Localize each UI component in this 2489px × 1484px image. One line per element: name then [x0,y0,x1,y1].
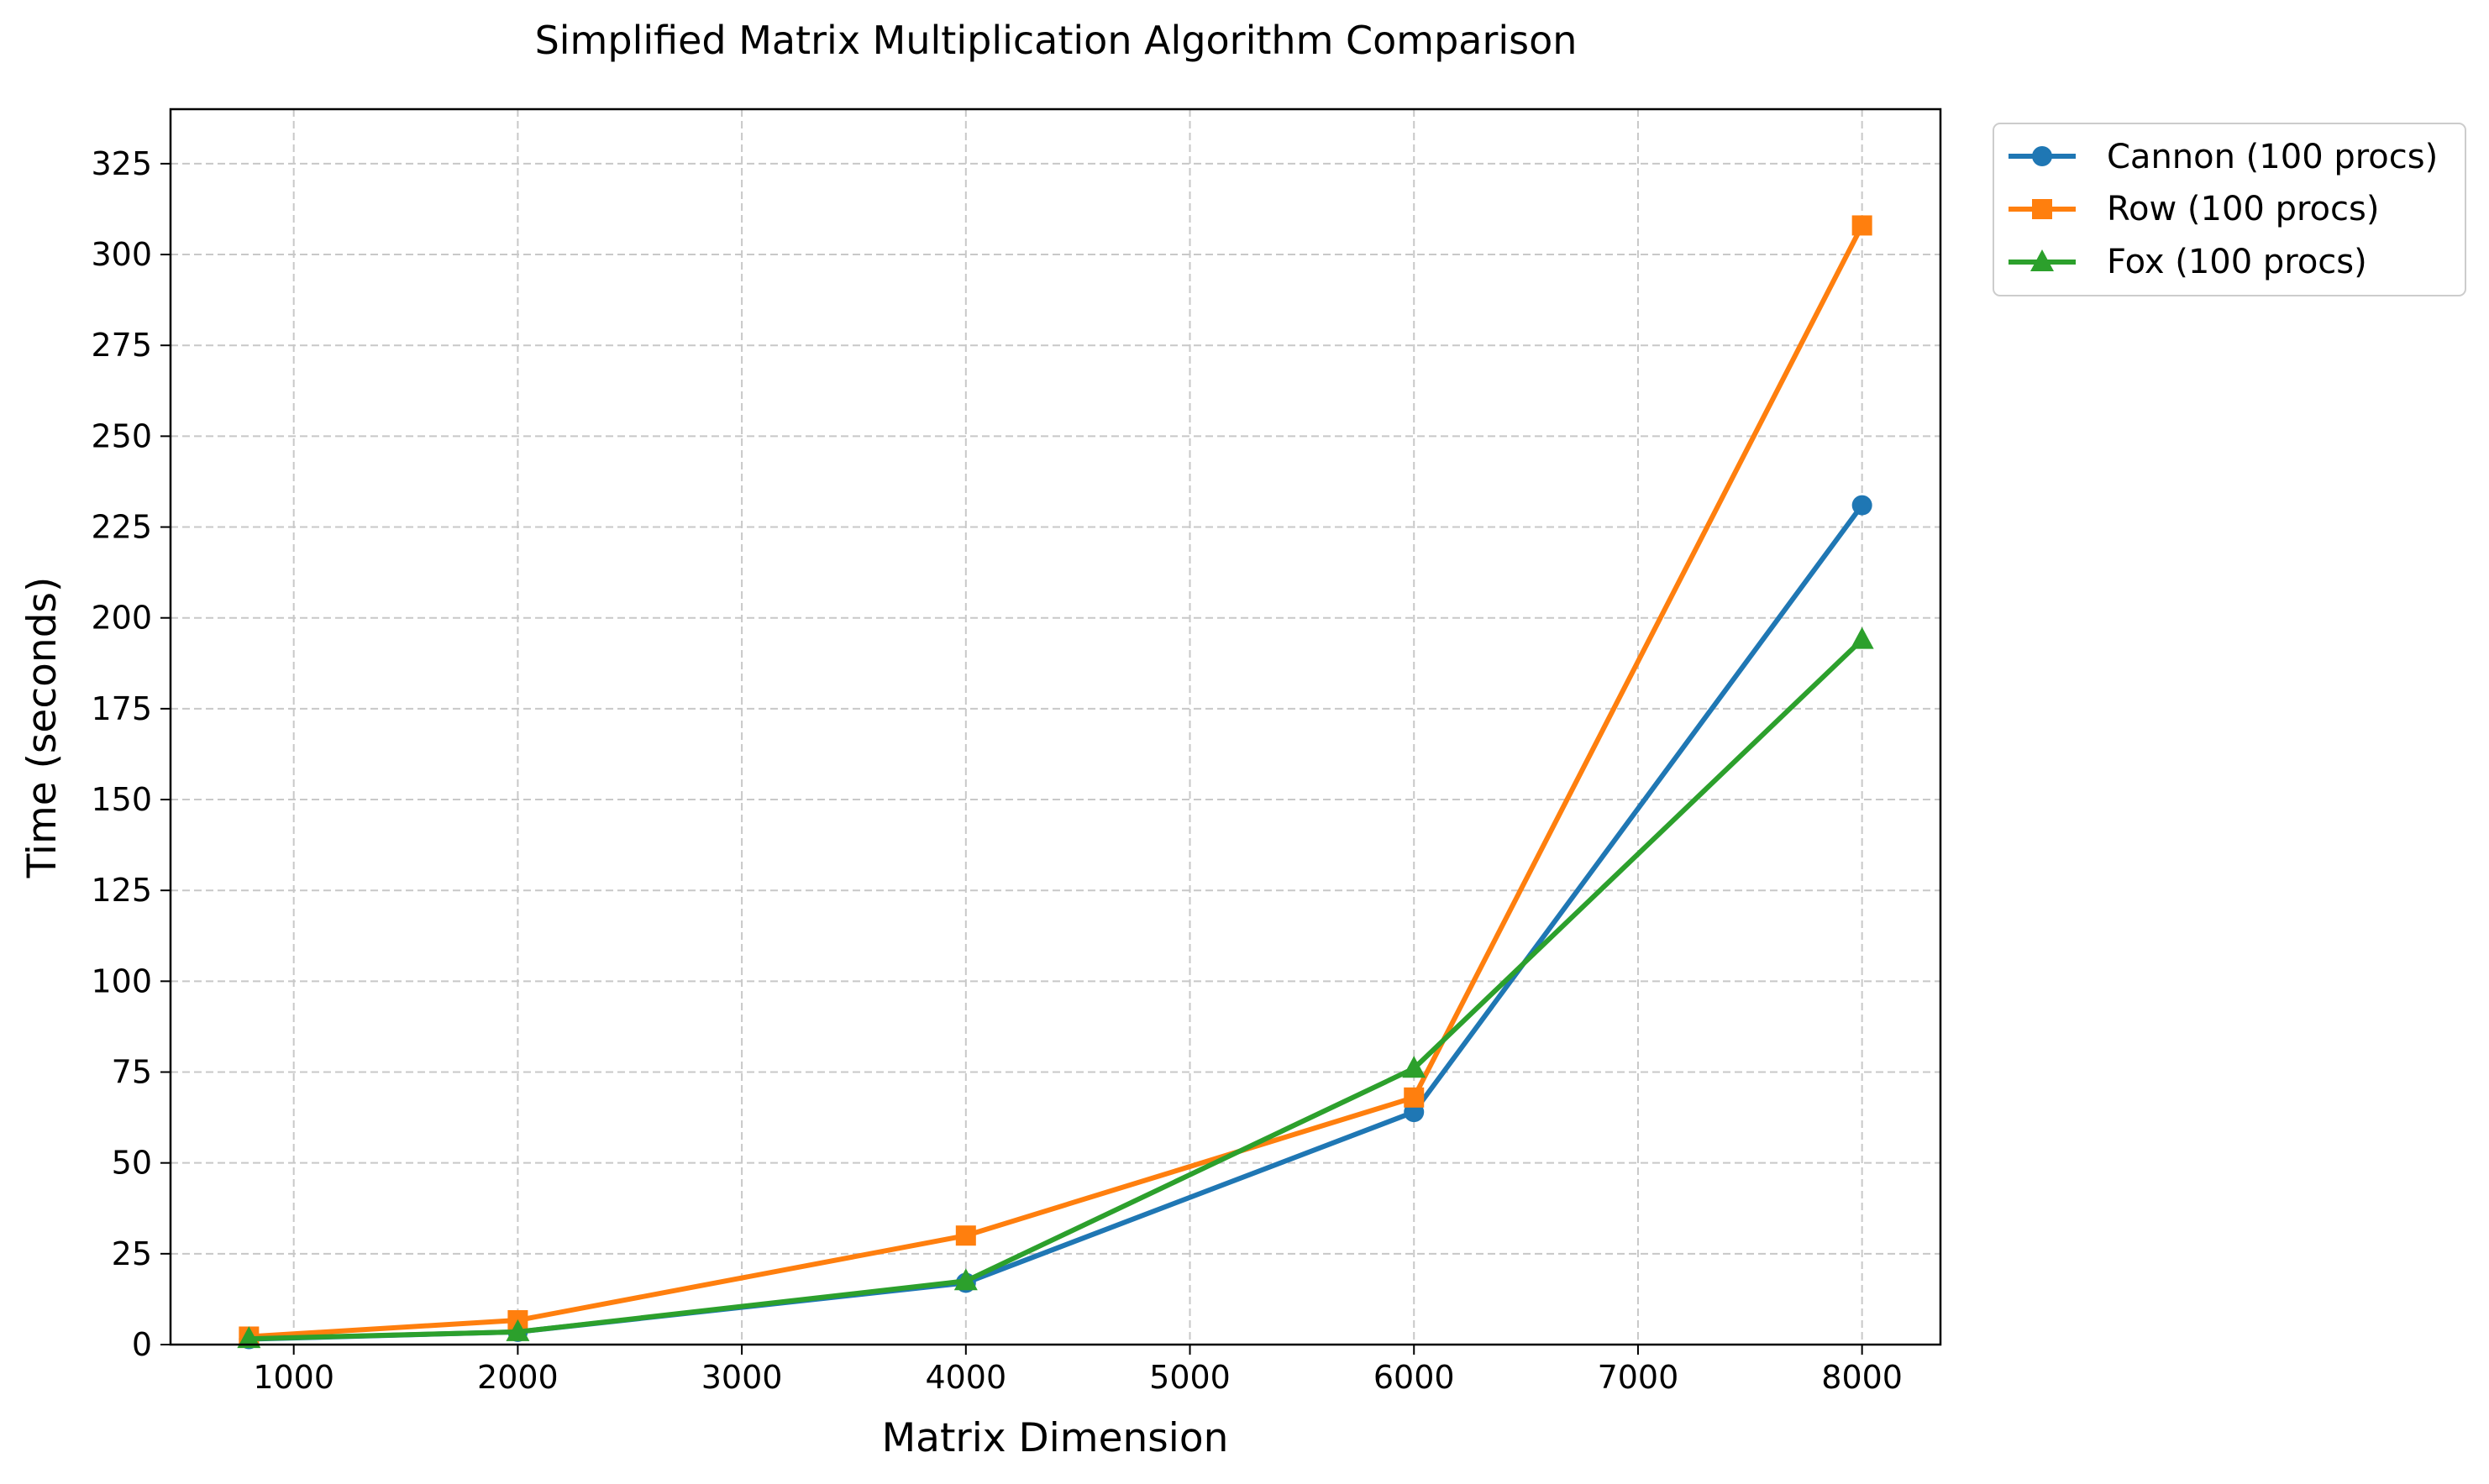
y-tick-label-3: 75 [112,1054,152,1091]
series-line-2 [246,637,1865,1342]
y-tick-label-11: 275 [91,327,152,364]
y-tick-label-6: 150 [91,781,152,818]
y-axis-title: Time (seconds) [19,577,66,879]
x-tick-label-2: 3000 [701,1359,783,1396]
series-1-point-4 [1851,215,1872,236]
legend-frame [1993,123,2466,296]
legend-label-1: Row (100 procs) [2107,190,2379,228]
y-tick-label-0: 0 [132,1326,152,1363]
y-tick-label-13: 325 [91,145,152,182]
series-1-point-2 [955,1225,976,1246]
series-2-point-4 [1850,627,1874,649]
legend: Cannon (100 procs) Row (100 procs) Fox (… [1993,123,2466,296]
legend-marker-0 [2032,146,2052,166]
series-1-point-3 [1404,1087,1425,1108]
x-tick-label-6: 7000 [1598,1359,1679,1396]
legend-label-2: Fox (100 procs) [2107,243,2367,281]
series-2-point-2 [953,1268,978,1291]
x-tick-label-3: 4000 [925,1359,1006,1396]
y-tick-label-4: 100 [91,962,152,999]
grid [171,109,1940,1345]
axes: 1000 2000 3000 4000 5000 6000 7000 8000 0 25 50 75 1… [91,145,1903,1396]
legend-marker-2 [2030,249,2054,271]
y-tick-label-10: 250 [91,417,152,454]
x-axis-title: Matrix Dimension [882,1415,1229,1461]
legend-label-0: Cannon (100 procs) [2107,138,2438,176]
series-2-point-0 [237,1326,261,1349]
series-layer [237,215,1874,1350]
x-tick-label-7: 8000 [1821,1359,1903,1396]
y-tick-label-5: 125 [91,872,152,909]
y-tick-label-9: 225 [91,509,152,546]
y-tick-label-12: 300 [91,236,152,273]
x-tick-label-5: 6000 [1373,1359,1455,1396]
series-0-point-4 [1851,495,1872,516]
y-tick-label-2: 50 [112,1145,152,1182]
series-line-1 [246,223,1865,1340]
series-2-point-3 [1402,1056,1426,1078]
y-tick-label-1: 25 [112,1235,152,1272]
plot-frame [169,107,1942,1346]
chart-title: Simplified Matrix Multiplication Algorit… [535,18,1578,63]
series-2-point-1 [506,1319,530,1341]
x-tick-label-0: 1000 [253,1359,334,1396]
x-tick-label-1: 2000 [477,1359,559,1396]
x-tick-label-4: 5000 [1149,1359,1231,1396]
series-line-0 [246,502,1865,1342]
y-tick-label-8: 200 [91,600,152,637]
y-tick-label-7: 175 [91,690,152,727]
legend-marker-1 [2032,199,2052,219]
